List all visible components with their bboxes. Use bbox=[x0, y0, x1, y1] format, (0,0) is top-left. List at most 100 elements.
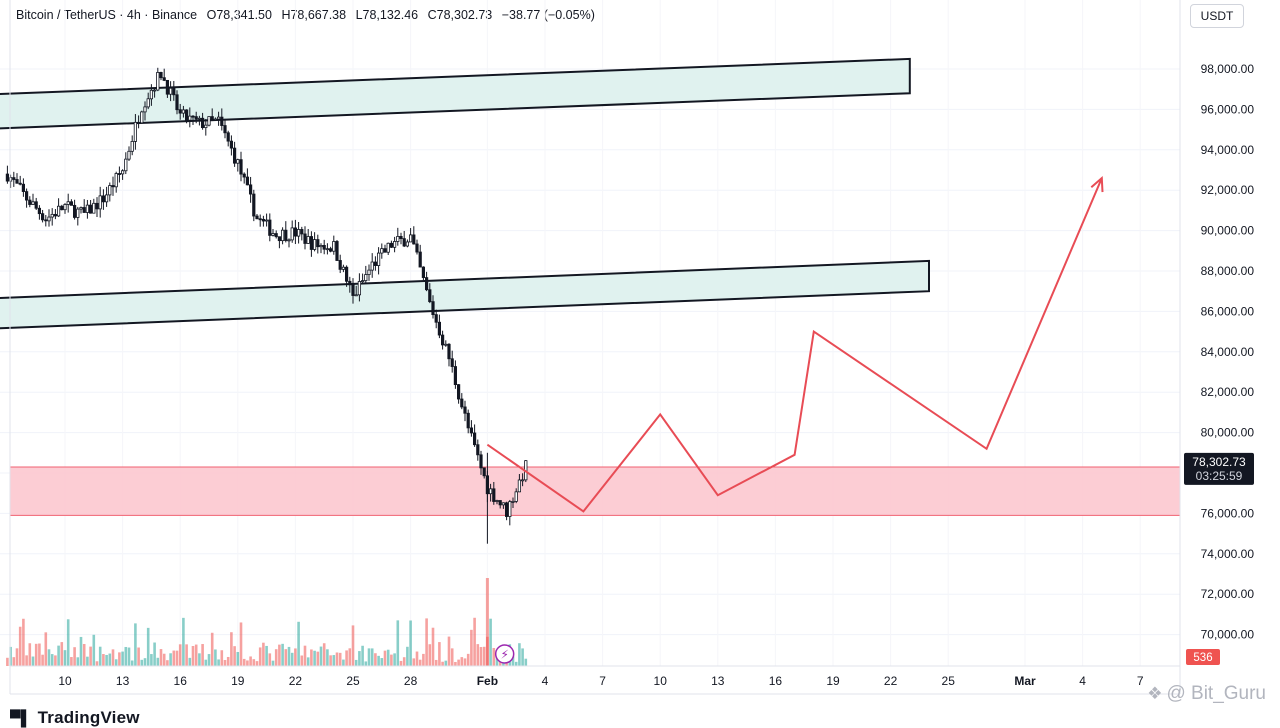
candle-body bbox=[92, 202, 96, 214]
candle-body bbox=[312, 239, 317, 250]
candle-body bbox=[44, 219, 48, 222]
y-tick-label: 98,000.00 bbox=[1201, 62, 1255, 76]
volume-bar bbox=[169, 653, 172, 666]
volume-bar bbox=[70, 657, 73, 666]
candle-body bbox=[146, 98, 150, 108]
volume-bar bbox=[380, 658, 384, 666]
projection bbox=[486, 175, 1104, 513]
price-badge-value: 78,302.73 bbox=[1192, 455, 1246, 469]
x-tick-label: Mar bbox=[1014, 674, 1036, 688]
currency-button[interactable]: USDT bbox=[1190, 4, 1244, 28]
candle-body bbox=[386, 242, 390, 253]
volume-bar bbox=[249, 656, 252, 666]
candle-body bbox=[344, 266, 349, 282]
candle-body bbox=[69, 201, 73, 206]
volume-bar bbox=[415, 651, 419, 666]
volume-bar bbox=[441, 661, 444, 666]
volume-bar bbox=[466, 653, 470, 666]
candle-body bbox=[117, 173, 121, 175]
volume-bar bbox=[290, 652, 294, 666]
candle-body bbox=[488, 488, 493, 495]
candle-body bbox=[271, 233, 275, 236]
candle-body bbox=[60, 205, 64, 211]
candle-body bbox=[479, 454, 483, 469]
volume-bar bbox=[476, 644, 480, 666]
candle-body bbox=[258, 218, 262, 221]
candle-body bbox=[127, 150, 131, 160]
candle-body bbox=[255, 215, 259, 220]
volume-bar bbox=[396, 620, 400, 666]
candle-body bbox=[428, 289, 432, 303]
volume-bar bbox=[313, 650, 316, 666]
candle-body bbox=[434, 314, 438, 323]
y-tick-label: 80,000.00 bbox=[1201, 426, 1255, 440]
volume-badge bbox=[1186, 649, 1220, 665]
candle-body bbox=[466, 412, 470, 429]
volume-bar bbox=[412, 658, 416, 666]
volume-bar bbox=[89, 646, 92, 666]
volume-bar bbox=[175, 650, 179, 666]
candle-body bbox=[447, 343, 451, 360]
volume-bar bbox=[265, 645, 268, 666]
volume-bar bbox=[303, 645, 307, 666]
candle-body bbox=[364, 274, 368, 282]
candle-body bbox=[172, 87, 176, 96]
candle-body bbox=[98, 195, 102, 210]
y-tick-label: 88,000.00 bbox=[1201, 264, 1255, 278]
candle-body bbox=[296, 229, 301, 237]
volume-bar bbox=[102, 654, 105, 666]
y-tick-label: 84,000.00 bbox=[1201, 345, 1255, 359]
candle-body bbox=[108, 185, 112, 196]
volume-bar bbox=[124, 646, 128, 666]
candle-body bbox=[21, 183, 26, 192]
candle-body bbox=[392, 241, 397, 248]
volume-bar bbox=[354, 659, 358, 666]
candle-body bbox=[175, 94, 179, 111]
candle-body bbox=[76, 208, 80, 218]
candle-body bbox=[197, 117, 201, 120]
candle-body bbox=[216, 116, 221, 120]
volume-bar bbox=[422, 653, 425, 666]
volume-bar bbox=[198, 653, 201, 666]
volume-bar bbox=[447, 636, 451, 666]
volume-bar bbox=[236, 651, 240, 666]
volume-bar bbox=[66, 619, 70, 666]
volume-bar bbox=[18, 626, 22, 666]
x-tick-label: 7 bbox=[1137, 674, 1144, 688]
candle-body bbox=[53, 213, 58, 217]
x-tick-label: 4 bbox=[542, 674, 549, 688]
author-text: @ Bit_Guru bbox=[1166, 683, 1266, 704]
candle-body bbox=[341, 266, 346, 270]
candle-body bbox=[421, 266, 426, 278]
volume-bar bbox=[15, 648, 19, 666]
volume-bar bbox=[281, 643, 284, 666]
candle-body bbox=[178, 109, 182, 114]
volume-bar bbox=[217, 659, 220, 666]
resistance-zone bbox=[0, 259, 930, 330]
volume-bar bbox=[220, 650, 224, 666]
candle-body bbox=[402, 238, 406, 247]
volume-bar bbox=[473, 617, 476, 666]
symbol-legend: Bitcoin / TetherUS · 4h · Binance O78,34… bbox=[16, 8, 595, 22]
volume-bar bbox=[159, 649, 163, 666]
volume-bar bbox=[482, 646, 486, 666]
volume-bar bbox=[511, 656, 515, 666]
candle-body bbox=[210, 116, 214, 120]
candle-body bbox=[207, 116, 211, 126]
volume-bar bbox=[332, 655, 336, 666]
candle-body bbox=[495, 500, 499, 502]
volume-bar bbox=[178, 644, 182, 666]
candle-body bbox=[437, 321, 442, 336]
candle-body bbox=[418, 251, 422, 268]
ohlc-open: O78,341.50 bbox=[206, 8, 272, 22]
volume-bar bbox=[38, 643, 41, 666]
volume-bar bbox=[54, 655, 57, 666]
candle-body bbox=[357, 281, 362, 296]
candle-body bbox=[79, 207, 83, 210]
candle-body bbox=[248, 184, 253, 195]
candle-body bbox=[168, 87, 173, 95]
candle-body bbox=[5, 173, 9, 182]
candle-body bbox=[383, 248, 387, 253]
